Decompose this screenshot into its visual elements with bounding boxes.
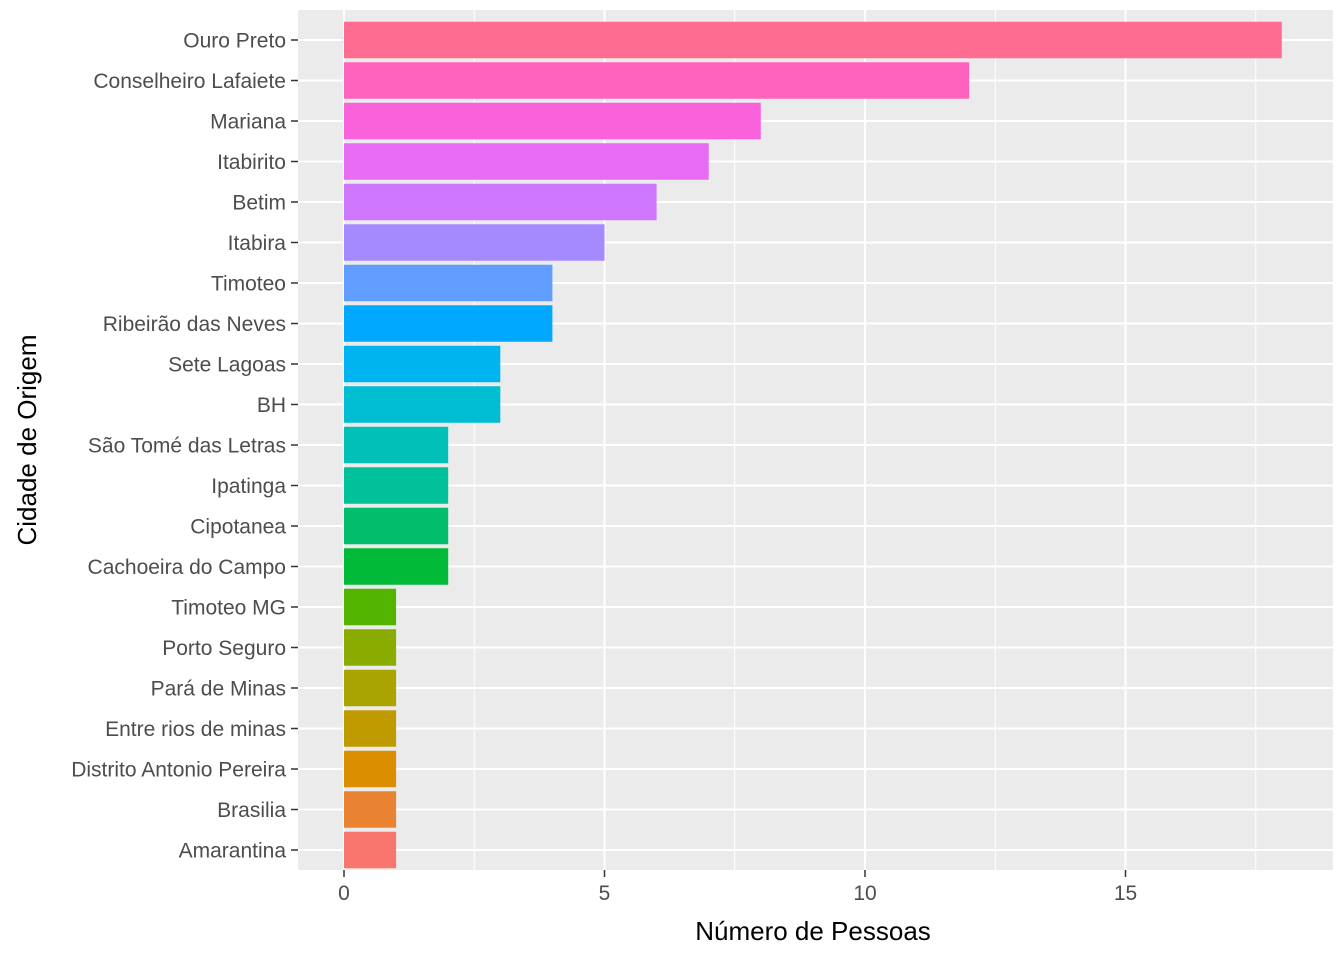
y-tick-label: Ipatinga bbox=[211, 475, 286, 498]
y-tick-label: Mariana bbox=[210, 111, 286, 134]
bar bbox=[344, 588, 397, 626]
bar bbox=[344, 264, 553, 302]
bar bbox=[344, 791, 397, 828]
bar bbox=[344, 224, 605, 261]
bar bbox=[344, 831, 397, 869]
bar bbox=[344, 305, 553, 342]
y-tick-label: Pará de Minas bbox=[151, 678, 286, 701]
x-tick-label: 0 bbox=[338, 882, 350, 905]
bar bbox=[344, 62, 970, 99]
bar bbox=[344, 548, 449, 585]
bar bbox=[344, 21, 1282, 59]
y-tick-label: Cachoeira do Campo bbox=[88, 556, 286, 579]
bar bbox=[344, 669, 397, 707]
x-axis-title: Número de Pessoas bbox=[695, 916, 931, 946]
bar bbox=[344, 426, 449, 464]
bar bbox=[344, 710, 397, 747]
y-tick-label: Amarantina bbox=[179, 840, 287, 863]
bar bbox=[344, 507, 449, 545]
y-axis-title: Cidade de Origem bbox=[12, 335, 42, 546]
bar bbox=[344, 629, 397, 666]
bar bbox=[344, 183, 657, 221]
y-tick-label: Entre rios de minas bbox=[105, 718, 286, 741]
x-tick-label: 5 bbox=[599, 882, 611, 905]
y-tick-label: Timoteo MG bbox=[171, 597, 286, 620]
y-tick-label: Conselheiro Lafaiete bbox=[93, 70, 286, 93]
bar bbox=[344, 386, 501, 423]
y-tick-label: BH bbox=[257, 394, 286, 417]
bars bbox=[344, 21, 1282, 869]
y-tick-label: Timoteo bbox=[211, 273, 286, 296]
x-axis: 0 5 10 15 bbox=[338, 870, 1137, 905]
y-tick-label: Distrito Antonio Pereira bbox=[71, 759, 286, 782]
x-tick-label: 10 bbox=[853, 882, 876, 905]
y-tick-label: Cipotanea bbox=[190, 516, 286, 539]
bar bbox=[344, 750, 397, 788]
y-tick-label: São Tomé das Letras bbox=[88, 435, 286, 458]
x-tick-label: 15 bbox=[1114, 882, 1137, 905]
bar bbox=[344, 345, 501, 383]
y-tick-label: Itabirito bbox=[217, 151, 286, 174]
y-tick-label: Brasilia bbox=[217, 799, 286, 822]
bar bbox=[344, 143, 709, 180]
y-tick-label: Porto Seguro bbox=[162, 637, 286, 660]
y-axis: Ouro Preto Conselheiro Lafaiete Mariana Ita… bbox=[71, 30, 298, 863]
y-tick-label: Betim bbox=[232, 192, 286, 215]
y-tick-label: Sete Lagoas bbox=[168, 354, 286, 377]
y-tick-label: Ribeirão das Neves bbox=[103, 313, 286, 336]
y-tick-label: Itabira bbox=[228, 232, 287, 255]
y-tick-label: Ouro Preto bbox=[183, 30, 286, 53]
bar bbox=[344, 467, 449, 504]
bar bbox=[344, 102, 761, 140]
